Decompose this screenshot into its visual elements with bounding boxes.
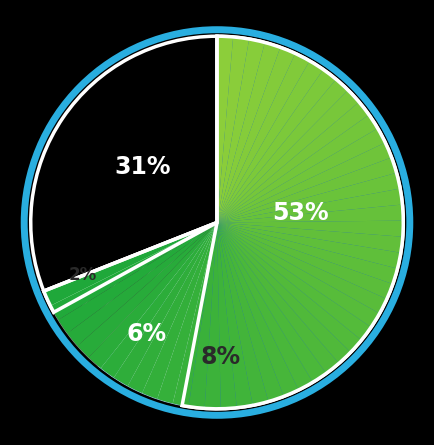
Wedge shape [142, 222, 217, 399]
Wedge shape [217, 222, 269, 405]
Wedge shape [217, 115, 378, 222]
Wedge shape [217, 47, 295, 222]
Wedge shape [44, 222, 217, 312]
Wedge shape [217, 173, 400, 222]
Wedge shape [217, 222, 387, 313]
Wedge shape [217, 37, 249, 222]
Wedge shape [217, 189, 402, 222]
Text: 31%: 31% [114, 154, 171, 178]
Wedge shape [128, 222, 217, 393]
Wedge shape [217, 222, 339, 373]
Wedge shape [101, 222, 217, 378]
Wedge shape [217, 222, 284, 401]
Wedge shape [217, 128, 385, 222]
Wedge shape [217, 222, 393, 299]
Wedge shape [157, 222, 217, 404]
Wedge shape [217, 90, 359, 222]
Wedge shape [217, 69, 336, 222]
Text: 8%: 8% [201, 344, 241, 368]
Wedge shape [217, 53, 309, 222]
Wedge shape [44, 222, 217, 306]
Wedge shape [114, 222, 217, 386]
Text: 53%: 53% [273, 201, 329, 225]
Wedge shape [217, 142, 391, 222]
Wedge shape [58, 222, 217, 333]
Wedge shape [217, 222, 403, 253]
Wedge shape [54, 222, 217, 366]
Text: 2%: 2% [69, 266, 97, 283]
Wedge shape [77, 222, 217, 357]
Text: 6%: 6% [126, 322, 166, 346]
Wedge shape [217, 222, 398, 284]
Wedge shape [188, 222, 217, 409]
Wedge shape [217, 221, 403, 237]
Wedge shape [217, 222, 313, 390]
Wedge shape [67, 222, 217, 346]
Wedge shape [217, 102, 369, 222]
Wedge shape [50, 222, 217, 320]
Wedge shape [204, 222, 221, 409]
Wedge shape [182, 36, 403, 409]
Wedge shape [217, 222, 362, 352]
Wedge shape [217, 222, 380, 327]
Wedge shape [217, 61, 323, 222]
Wedge shape [217, 222, 326, 382]
Wedge shape [217, 36, 233, 222]
Wedge shape [98, 222, 217, 405]
Wedge shape [217, 222, 401, 269]
Wedge shape [173, 222, 217, 407]
Wedge shape [217, 79, 348, 222]
Wedge shape [217, 222, 253, 408]
Wedge shape [217, 222, 371, 340]
Wedge shape [217, 205, 403, 222]
Wedge shape [217, 39, 265, 222]
Wedge shape [217, 222, 299, 396]
Wedge shape [217, 158, 397, 222]
Wedge shape [217, 222, 351, 363]
Wedge shape [217, 42, 280, 223]
Wedge shape [89, 222, 217, 368]
Wedge shape [217, 222, 237, 409]
Wedge shape [31, 36, 217, 291]
